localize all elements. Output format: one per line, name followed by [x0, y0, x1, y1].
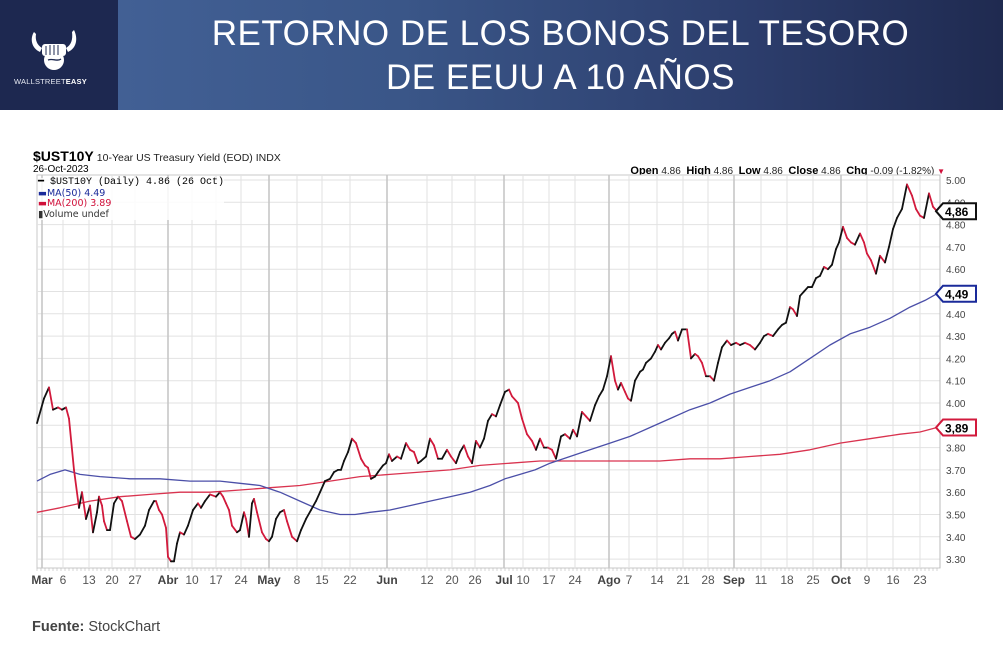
legend-item-ma50: ▬MA(50) 4.49 — [38, 187, 106, 199]
x-axis-labels: Mar 6 13 20 27 Abr 10 17 24 May 8 15 22 Jun 12 20 26 Jul 1… — [0, 573, 1003, 589]
x-tick-label: 17 — [209, 573, 223, 587]
x-tick-label: 10 — [516, 573, 530, 587]
legend-item-ma200: ▬MA(200) 3.89 — [38, 198, 112, 209]
x-tick-label: Jul — [495, 573, 513, 587]
change-label: Chg — [846, 165, 868, 177]
x-tick-label: 16 — [886, 573, 900, 587]
x-tick-label: 10 — [185, 573, 199, 587]
svg-text:3,89: 3,89 — [945, 422, 969, 436]
x-tick-label: Mar — [31, 573, 53, 587]
y-tick-label: 4.80 — [946, 221, 966, 232]
x-tick-label: 12 — [420, 573, 434, 587]
bull-fist-icon — [31, 30, 77, 70]
y-tick-label: 3.30 — [946, 555, 966, 566]
ohlc-summary: Open 4.86 High 4.86 Low 4.86 Close 4.86 … — [630, 165, 945, 177]
legend-item-volume: ▮Volume undef — [38, 208, 109, 220]
x-tick-label: 7 — [625, 573, 633, 587]
low-label: Low — [738, 165, 761, 177]
x-tick-label: 6 — [59, 573, 67, 587]
title-line-1: RETORNO DE LOS BONOS DEL TESORO — [211, 14, 910, 53]
ticker-symbol: $UST10Y — [33, 148, 94, 164]
source-note: Fuente: StockChart — [32, 619, 160, 635]
header-banner: WALLSTREETEASY RETORNO DE LOS BONOS DEL … — [0, 0, 1003, 110]
chart-legend: ━ $UST10Y (Daily) 4.86 (26 Oct) ▬MA(50) … — [38, 177, 225, 220]
high-label: High — [686, 165, 711, 177]
source-value: StockChart — [88, 619, 161, 635]
close-label: Close — [788, 165, 819, 177]
high-value: 4.86 — [713, 166, 734, 177]
x-tick-label: Oct — [830, 573, 852, 587]
y-tick-label: 3.70 — [946, 466, 966, 477]
y-tick-label: 4.40 — [946, 310, 966, 321]
x-tick-label: 18 — [780, 573, 794, 587]
open-label: Open — [630, 165, 659, 177]
x-tick-label: Jun — [376, 573, 398, 587]
x-tick-label: 15 — [315, 573, 329, 587]
x-tick-label: 24 — [234, 573, 248, 587]
x-tick-label: 9 — [863, 573, 871, 587]
x-tick-label: 11 — [754, 573, 768, 587]
x-tick-label: 26 — [468, 573, 482, 587]
y-tick-label: 5.00 — [946, 176, 966, 187]
chart-date: 26-Oct-2023 — [33, 164, 89, 175]
x-tick-label: 24 — [568, 573, 582, 587]
low-value: 4.86 — [763, 166, 783, 177]
x-tick-label: 8 — [293, 573, 301, 587]
last-value-tag: 3,89 — [934, 418, 977, 437]
x-tick-label: 20 — [445, 573, 459, 587]
x-tick-label: 13 — [82, 573, 96, 587]
page-title: RETORNO DE LOS BONOS DEL TESORO DE EEUU … — [118, 12, 1003, 100]
x-tick-label: May — [257, 573, 281, 587]
x-tick-label: Sep — [722, 573, 746, 587]
open-value: 4.86 — [661, 166, 681, 177]
last-value-tag: 4,86 — [934, 202, 977, 221]
x-tick-label: Ago — [597, 573, 621, 587]
x-tick-label: 22 — [343, 573, 357, 587]
logo-text: WALLSTREETEASY — [14, 77, 87, 86]
x-tick-label: Abr — [157, 573, 179, 587]
x-tick-label: 28 — [701, 573, 715, 587]
x-tick-label: 17 — [542, 573, 556, 587]
x-tick-label: 27 — [128, 573, 142, 587]
y-tick-label: 4.10 — [946, 377, 966, 388]
change-value: -0.09 (-1.82%) — [870, 166, 935, 177]
x-tick-label: 23 — [913, 573, 927, 587]
y-tick-label: 4.20 — [946, 354, 966, 365]
y-tick-label: 4.70 — [946, 243, 966, 254]
ticker-description: 10-Year US Treasury Yield (EOD) INDX — [96, 152, 281, 164]
x-tick-label: 20 — [105, 573, 119, 587]
last-value-tag: 4,49 — [934, 284, 977, 303]
chart-symbol-header: $UST10Y 10-Year US Treasury Yield (EOD) … — [33, 148, 281, 164]
svg-text:4,86: 4,86 — [945, 205, 969, 219]
title-line-2: DE EEUU A 10 AÑOS — [386, 58, 735, 97]
volume-bars-icon: ▮ — [38, 208, 44, 220]
y-tick-label: 4.30 — [946, 332, 966, 343]
logo-panel: WALLSTREETEASY — [0, 0, 118, 110]
x-tick-label: 25 — [806, 573, 820, 587]
y-tick-label: 3.40 — [946, 533, 966, 544]
close-value: 4.86 — [821, 166, 841, 177]
y-tick-label: 4.00 — [946, 399, 966, 410]
x-tick-label: 21 — [676, 573, 690, 587]
svg-text:4,49: 4,49 — [945, 288, 969, 302]
y-tick-label: 3.80 — [946, 444, 966, 455]
y-tick-label: 3.50 — [946, 511, 966, 522]
y-tick-label: 4.60 — [946, 265, 966, 276]
chart-plot-area: 5.004.904.804.704.604.504.404.304.204.10… — [36, 174, 977, 571]
source-label: Fuente: — [32, 619, 85, 635]
y-tick-label: 3.60 — [946, 488, 966, 499]
x-tick-label: 14 — [650, 573, 664, 587]
legend-item-price: ━ $UST10Y (Daily) 4.86 (26 Oct) — [38, 177, 225, 188]
down-arrow-icon: ▼ — [937, 167, 945, 176]
